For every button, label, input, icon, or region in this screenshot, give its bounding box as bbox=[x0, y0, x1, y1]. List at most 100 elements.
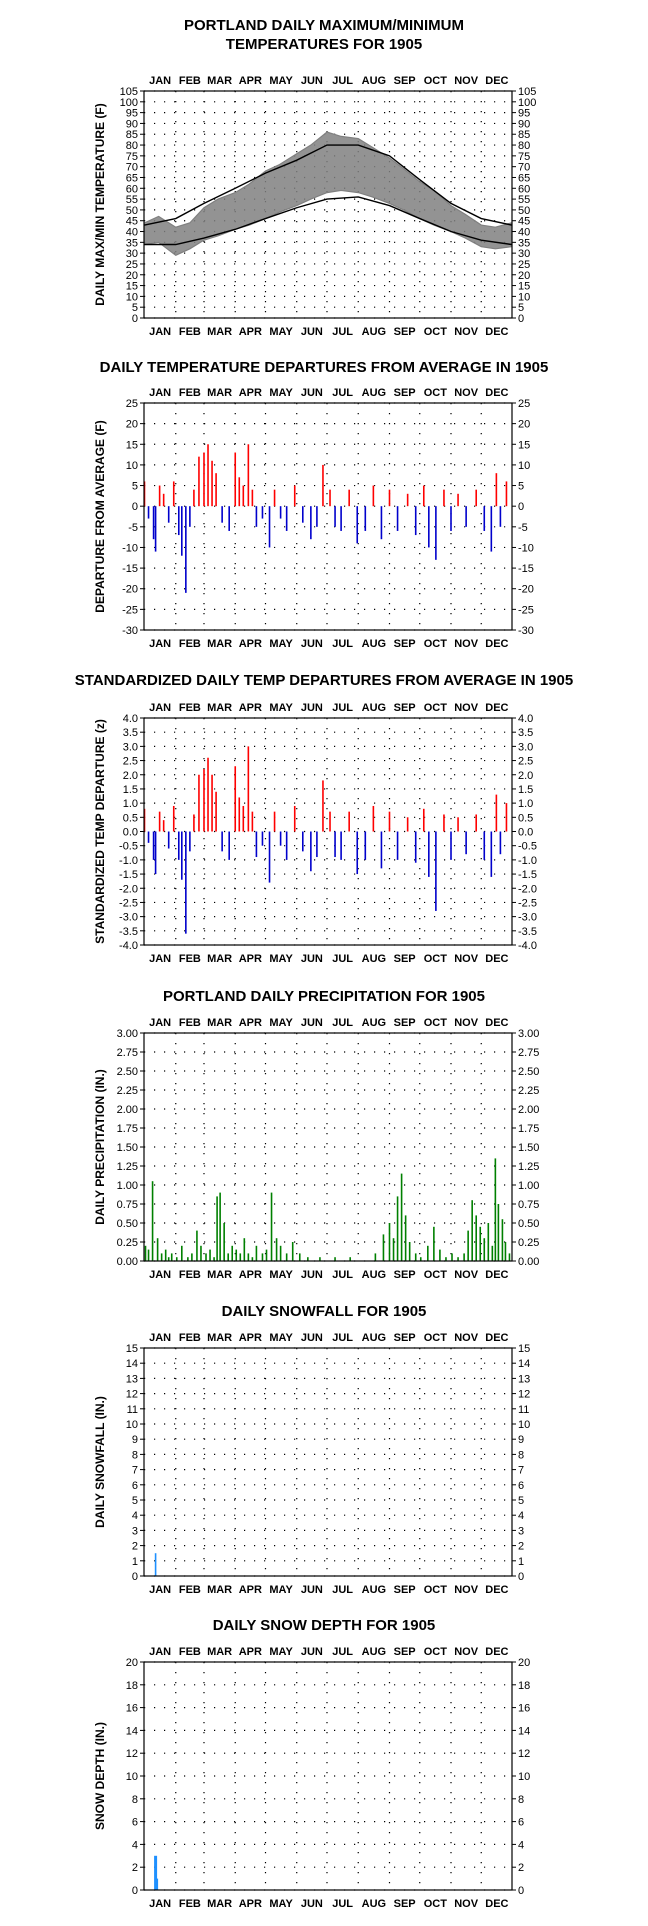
month-label-top: MAY bbox=[269, 1017, 293, 1029]
chart-3: STANDARDIZED DAILY TEMP DEPARTURES FROM … bbox=[75, 672, 573, 965]
month-label-bottom: JUL bbox=[332, 1898, 353, 1910]
month-label-top: AUG bbox=[362, 75, 386, 87]
y-tick-label-right: 0.75 bbox=[518, 1199, 539, 1211]
month-label-top: OCT bbox=[424, 1646, 448, 1658]
data-bar bbox=[435, 831, 437, 911]
month-label-top: AUG bbox=[362, 387, 386, 399]
y-tick-label-left: 2.0 bbox=[123, 770, 138, 782]
data-bar bbox=[154, 831, 157, 875]
month-label-bottom: JUL bbox=[332, 638, 353, 650]
month-label-top: APR bbox=[239, 387, 262, 399]
y-tick-label-left: 12 bbox=[126, 1389, 138, 1401]
y-tick-label-left: 5 bbox=[132, 302, 138, 314]
month-label-top: JUN bbox=[301, 702, 323, 714]
data-bar bbox=[152, 831, 155, 860]
y-tick-label-right: 0 bbox=[518, 1571, 524, 1583]
month-label-bottom: SEP bbox=[394, 638, 416, 650]
month-label-bottom: MAR bbox=[207, 953, 232, 965]
month-label-bottom: APR bbox=[239, 1898, 262, 1910]
data-bar bbox=[243, 1238, 246, 1261]
month-label-top: JUN bbox=[301, 1017, 323, 1029]
data-bar bbox=[433, 1226, 435, 1261]
y-tick-label-left: 18 bbox=[126, 1680, 138, 1692]
y-tick-label-right: -3.0 bbox=[518, 912, 537, 924]
month-label-bottom: JAN bbox=[149, 1898, 171, 1910]
data-bar bbox=[465, 831, 467, 855]
data-bar bbox=[483, 1238, 486, 1261]
data-bar bbox=[508, 1253, 511, 1261]
data-bar bbox=[465, 506, 467, 527]
y-tick-label-right: 6 bbox=[518, 1817, 524, 1829]
month-label-bottom: JAN bbox=[149, 1584, 171, 1596]
data-bar bbox=[147, 1249, 150, 1261]
y-tick-label-left: 70 bbox=[126, 162, 138, 174]
y-tick-label-left: 1.50 bbox=[117, 1142, 138, 1154]
y-tick-label-right: -30 bbox=[518, 625, 534, 637]
chart-title: DAILY SNOW DEPTH FOR 1905 bbox=[213, 1617, 436, 1634]
data-bar bbox=[156, 1238, 159, 1261]
data-bar bbox=[349, 1257, 351, 1261]
y-tick-label-left: 1.75 bbox=[117, 1123, 138, 1135]
y-tick-label-right: -25 bbox=[518, 604, 534, 616]
month-label-top: APR bbox=[239, 1017, 262, 1029]
data-bar bbox=[483, 831, 486, 860]
month-label-bottom: NOV bbox=[454, 326, 479, 338]
data-bar bbox=[158, 485, 161, 507]
data-bar bbox=[396, 506, 399, 531]
y-tick-label-right: 30 bbox=[518, 248, 530, 260]
month-label-bottom: AUG bbox=[362, 1898, 386, 1910]
y-tick-label-right: 1.00 bbox=[518, 1180, 539, 1192]
data-bar bbox=[340, 831, 342, 860]
data-bar bbox=[404, 1215, 407, 1261]
data-bar bbox=[196, 1230, 198, 1261]
data-bar bbox=[316, 831, 318, 858]
y-tick-label-right: -2.0 bbox=[518, 883, 537, 895]
month-label-top: JAN bbox=[149, 1017, 171, 1029]
data-bar bbox=[147, 506, 150, 519]
y-tick-label-left: 65 bbox=[126, 172, 138, 184]
month-label-top: AUG bbox=[362, 1332, 386, 1344]
y-tick-label-left: 6 bbox=[132, 1817, 138, 1829]
y-tick-label-right: 1.5 bbox=[518, 784, 533, 796]
data-bar bbox=[380, 831, 383, 869]
y-tick-label-right: 5 bbox=[518, 481, 524, 493]
y-tick-label-left: 10 bbox=[126, 1771, 138, 1783]
y-tick-label-left: 0 bbox=[132, 501, 138, 513]
y-tick-label-right: 2.25 bbox=[518, 1085, 539, 1097]
data-bar bbox=[155, 1878, 159, 1890]
y-tick-label-left: 0 bbox=[132, 313, 138, 325]
data-bar bbox=[228, 831, 230, 860]
month-label-bottom: MAY bbox=[269, 326, 293, 338]
data-bar bbox=[221, 506, 223, 523]
y-axis-label: SNOW DEPTH (IN.) bbox=[93, 1722, 107, 1830]
month-label-bottom: NOV bbox=[454, 1584, 479, 1596]
month-label-bottom: APR bbox=[239, 1584, 262, 1596]
y-tick-label-right: 0 bbox=[518, 501, 524, 513]
month-label-top: DEC bbox=[485, 387, 508, 399]
data-bar bbox=[268, 831, 271, 883]
data-bar bbox=[238, 477, 241, 507]
data-bar bbox=[490, 506, 493, 552]
y-tick-label-right: 95 bbox=[518, 108, 530, 120]
y-tick-label-right: 10 bbox=[518, 1771, 530, 1783]
data-bar bbox=[172, 805, 175, 832]
month-label-top: NOV bbox=[454, 1646, 479, 1658]
data-bar bbox=[170, 1253, 173, 1261]
data-bar bbox=[242, 805, 245, 832]
month-label-top: MAY bbox=[269, 1646, 293, 1658]
y-tick-label-left: 105 bbox=[120, 86, 138, 98]
month-label-top: DEC bbox=[485, 1332, 508, 1344]
month-label-top: MAR bbox=[207, 75, 232, 87]
data-bar bbox=[177, 506, 180, 536]
data-bar bbox=[151, 1181, 154, 1261]
y-tick-label-right: 20 bbox=[518, 1657, 530, 1669]
plot-frame bbox=[143, 1347, 513, 1577]
y-tick-label-right: 13 bbox=[518, 1373, 530, 1385]
y-tick-label-right: 16 bbox=[518, 1703, 530, 1715]
y-tick-label-left: 60 bbox=[126, 183, 138, 195]
data-bar bbox=[270, 1192, 273, 1261]
data-bar bbox=[285, 506, 288, 531]
y-tick-label-right: 70 bbox=[518, 162, 530, 174]
y-tick-label-right: 0 bbox=[518, 313, 524, 325]
